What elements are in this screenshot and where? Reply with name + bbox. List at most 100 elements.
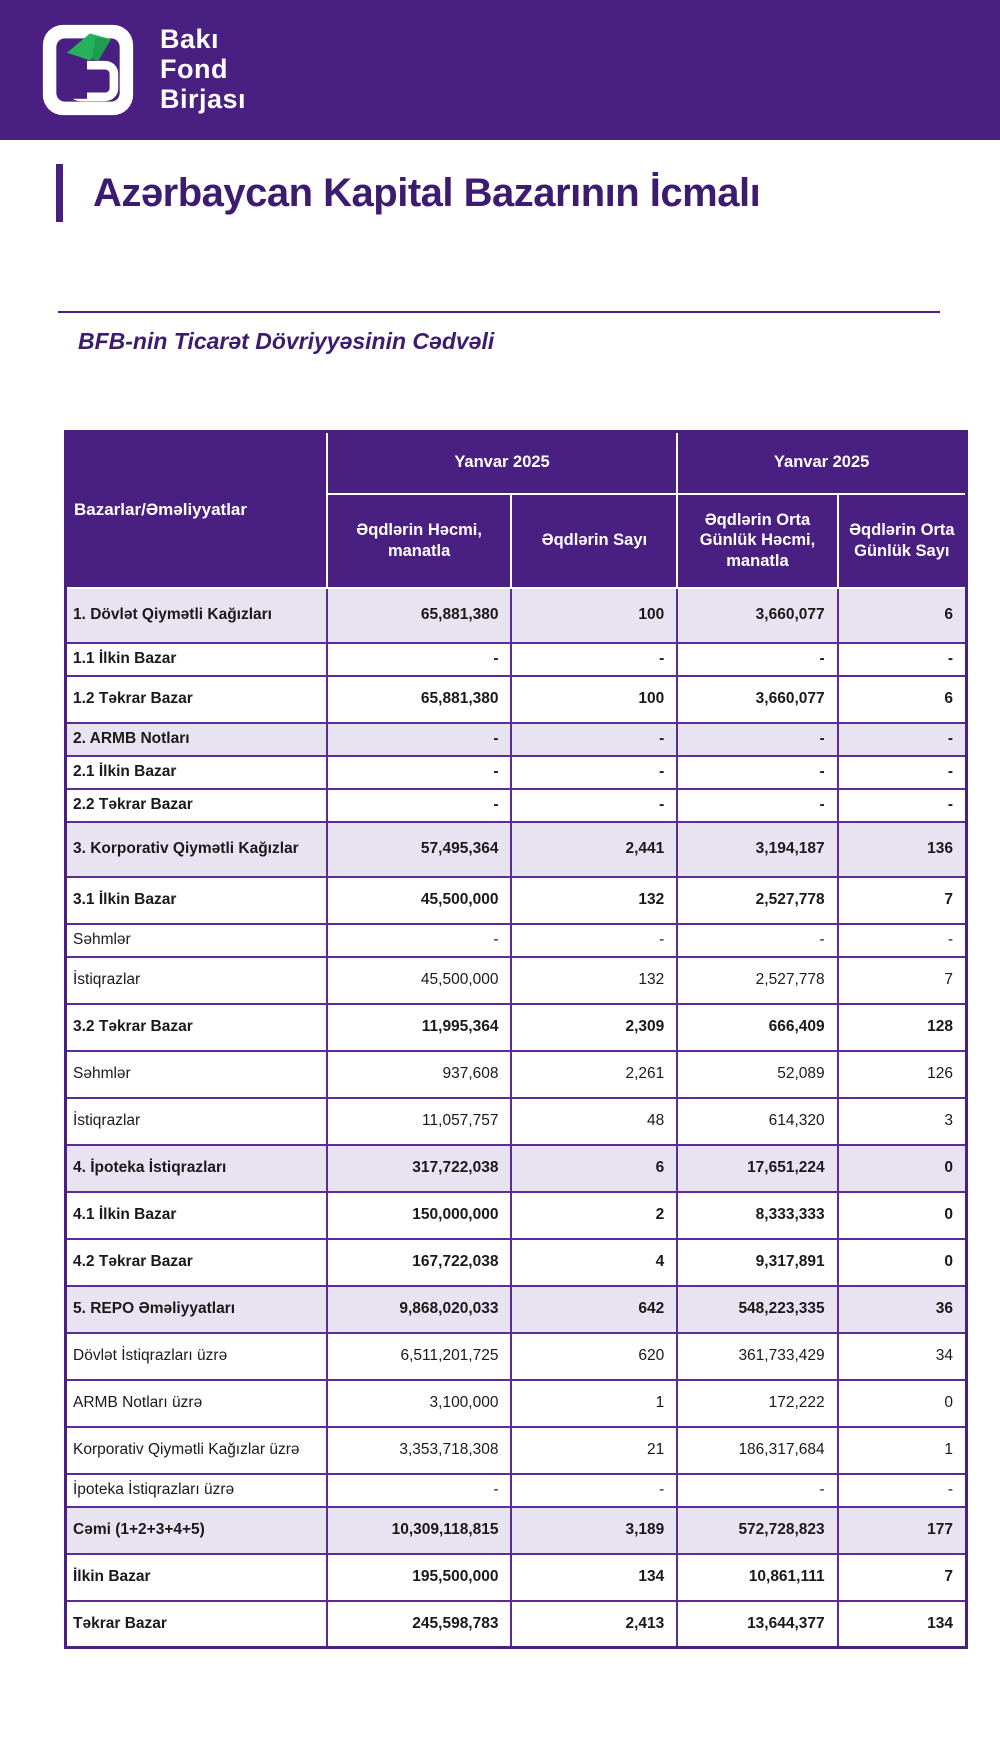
- cell-value: -: [510, 787, 679, 823]
- corner-header: Bazarlar/Əməliyyatlar: [64, 430, 328, 589]
- row-label: İlkin Bazar: [64, 1552, 328, 1602]
- column-header-avg-daily-count: Əqdlərin Orta Günlük Sayı: [836, 492, 968, 589]
- brand-word-line: Fond: [160, 54, 228, 85]
- cell-value: 10,309,118,815: [325, 1505, 513, 1555]
- cell-value: 2,309: [510, 1002, 679, 1052]
- turnover-table: Bazarlar/Əməliyyatlar Yanvar 2025 Yanvar…: [64, 430, 968, 1649]
- table-row: Təkrar Bazar 245,598,783 2,413 13,644,377 13…: [64, 1599, 968, 1649]
- cell-value: -: [325, 754, 513, 790]
- cell-value: 65,881,380: [325, 586, 513, 644]
- cell-value: 11,057,757: [325, 1096, 513, 1146]
- cell-value: -: [676, 787, 839, 823]
- cell-value: 17,651,224: [676, 1143, 839, 1193]
- cell-value: -: [676, 754, 839, 790]
- table-row: 3.2 Təkrar Bazar 11,995,364 2,309 666,409 12…: [64, 1002, 968, 1052]
- table-row: İstiqrazlar 11,057,757 48 614,320 3: [64, 1096, 968, 1146]
- cell-value: -: [325, 721, 513, 757]
- cell-value: -: [325, 1472, 513, 1508]
- table-row: Cəmi (1+2+3+4+5) 10,309,118,815 3,189 572,7…: [64, 1505, 968, 1555]
- cell-value: 0: [836, 1378, 968, 1428]
- cell-value: 7: [836, 955, 968, 1005]
- row-label: Cəmi (1+2+3+4+5): [64, 1505, 328, 1555]
- cell-value: 6: [836, 674, 968, 724]
- cell-value: 2,527,778: [676, 955, 839, 1005]
- divider-line: [58, 311, 940, 313]
- cell-value: 3,660,077: [676, 674, 839, 724]
- table-row: 1.1 İlkin Bazar - - - -: [64, 641, 968, 677]
- cell-value: 57,495,364: [325, 820, 513, 878]
- cell-value: 126: [836, 1049, 968, 1099]
- cell-value: -: [836, 641, 968, 677]
- table-row: 5. REPO Əməliyyatları 9,868,020,033 642 548…: [64, 1284, 968, 1334]
- cell-value: -: [676, 922, 839, 958]
- cell-value: 132: [510, 955, 679, 1005]
- row-label: 1.2 Təkrar Bazar: [64, 674, 328, 724]
- cell-value: 11,995,364: [325, 1002, 513, 1052]
- table-row: 4. İpoteka İstiqrazları 317,722,038 6 17,65…: [64, 1143, 968, 1193]
- cell-value: 48: [510, 1096, 679, 1146]
- cell-value: 642: [510, 1284, 679, 1334]
- cell-value: -: [510, 721, 679, 757]
- cell-value: 361,733,429: [676, 1331, 839, 1381]
- column-header-volume: Əqdlərin Həcmi, manatla: [325, 492, 513, 589]
- cell-value: -: [510, 754, 679, 790]
- table-row: 3. Korporativ Qiymətli Kağızlar 57,495,36…: [64, 820, 968, 878]
- cell-value: 2,413: [510, 1599, 679, 1649]
- cell-value: -: [836, 922, 968, 958]
- row-label: 3.1 İlkin Bazar: [64, 875, 328, 925]
- cell-value: -: [325, 787, 513, 823]
- table-row: Korporativ Qiymətli Kağızlar üzrə 3,353,7…: [64, 1425, 968, 1475]
- cell-value: -: [676, 641, 839, 677]
- cell-value: -: [510, 922, 679, 958]
- cell-value: 2,261: [510, 1049, 679, 1099]
- brand-word-line: Bakı: [160, 24, 220, 55]
- cell-value: 3,353,718,308: [325, 1425, 513, 1475]
- cell-value: 45,500,000: [325, 955, 513, 1005]
- cell-value: 1: [836, 1425, 968, 1475]
- row-label: Təkrar Bazar: [64, 1599, 328, 1649]
- row-label: 4. İpoteka İstiqrazları: [64, 1143, 328, 1193]
- cell-value: -: [836, 721, 968, 757]
- cell-value: 167,722,038: [325, 1237, 513, 1287]
- row-label: Səhmlər: [64, 1049, 328, 1099]
- cell-value: -: [836, 787, 968, 823]
- cell-value: 134: [836, 1599, 968, 1649]
- cell-value: 6,511,201,725: [325, 1331, 513, 1381]
- cell-value: 52,089: [676, 1049, 839, 1099]
- cell-value: 0: [836, 1190, 968, 1240]
- cell-value: 177: [836, 1505, 968, 1555]
- header-period-row: Bazarlar/Əməliyyatlar Yanvar 2025 Yanvar…: [64, 430, 968, 589]
- cell-value: 0: [836, 1143, 968, 1193]
- table-row: 1. Dövlət Qiymətli Kağızları 65,881,380 10…: [64, 586, 968, 644]
- cell-value: 2,441: [510, 820, 679, 878]
- cell-value: -: [676, 1472, 839, 1508]
- table-row: 4.2 Təkrar Bazar 167,722,038 4 9,317,891 0: [64, 1237, 968, 1287]
- cell-value: 614,320: [676, 1096, 839, 1146]
- period-header: Yanvar 2025: [676, 430, 968, 495]
- table-row: ARMB Notları üzrə 3,100,000 1 172,222 0: [64, 1378, 968, 1428]
- cell-value: 128: [836, 1002, 968, 1052]
- row-label: İstiqrazlar: [64, 955, 328, 1005]
- table-row: 2.2 Təkrar Bazar - - - -: [64, 787, 968, 823]
- cell-value: -: [836, 1472, 968, 1508]
- row-label: Dövlət İstiqrazları üzrə: [64, 1331, 328, 1381]
- cell-value: 34: [836, 1331, 968, 1381]
- cell-value: 2: [510, 1190, 679, 1240]
- table-row: Səhmlər - - - -: [64, 922, 968, 958]
- cell-value: 245,598,783: [325, 1599, 513, 1649]
- cell-value: 21: [510, 1425, 679, 1475]
- title-row: Azərbaycan Kapital Bazarının İcmalı: [56, 164, 956, 222]
- cell-value: 9,868,020,033: [325, 1284, 513, 1334]
- cell-value: 134: [510, 1552, 679, 1602]
- cell-value: 6: [510, 1143, 679, 1193]
- table-row: 1.2 Təkrar Bazar 65,881,380 100 3,660,077 6: [64, 674, 968, 724]
- row-label: 4.1 İlkin Bazar: [64, 1190, 328, 1240]
- cell-value: -: [836, 754, 968, 790]
- cell-value: 132: [510, 875, 679, 925]
- cell-value: -: [676, 721, 839, 757]
- cell-value: 10,861,111: [676, 1552, 839, 1602]
- cell-value: 13,644,377: [676, 1599, 839, 1649]
- cell-value: 136: [836, 820, 968, 878]
- table-body: 1. Dövlət Qiymətli Kağızları 65,881,380 10…: [64, 586, 968, 1649]
- table-row: İlkin Bazar 195,500,000 134 10,861,111 7: [64, 1552, 968, 1602]
